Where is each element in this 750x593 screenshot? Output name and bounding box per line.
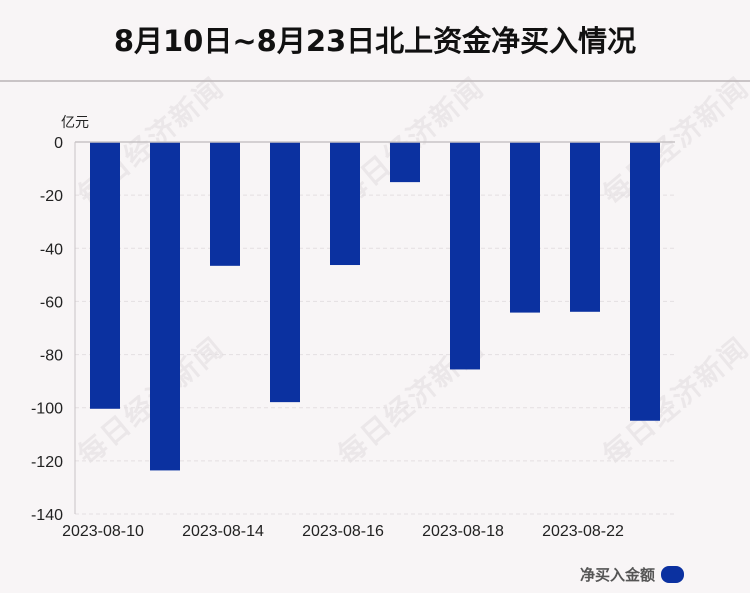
axes [74, 141, 675, 514]
bar-2023-08-14 [210, 142, 240, 266]
y-tick-label: -20 [40, 188, 63, 205]
y-tick-label: -80 [40, 348, 63, 365]
title-divider [0, 80, 750, 82]
bar-2023-08-17 [390, 142, 420, 183]
legend-label: 净买入金额 [579, 566, 655, 584]
bar-2023-08-15 [270, 142, 300, 403]
bars [90, 142, 660, 471]
y-tick-label: -60 [40, 294, 63, 311]
y-tick-label: -40 [40, 241, 63, 258]
x-tick-label: 2023-08-14 [182, 523, 264, 540]
y-tick-label: 0 [54, 135, 63, 152]
x-tick-label: 2023-08-10 [62, 523, 144, 540]
x-tick-label: 2023-08-18 [422, 523, 504, 540]
y-axis-unit: 亿元 [61, 115, 89, 131]
chart-title: 8月10日~8月23日北上资金净买入情况 [113, 24, 637, 58]
bar-2023-08-23 [630, 142, 660, 421]
y-tick-label: -100 [31, 401, 63, 418]
x-axis-ticks: 2023-08-10 2023-08-14 2023-08-16 2023-08-18… [62, 523, 624, 540]
legend: 净买入金额 [580, 564, 684, 585]
y-axis-ticks: 0 -20 -40 -60 -80 -100 -120 -140 [31, 135, 63, 524]
bar-2023-08-10 [90, 142, 120, 409]
x-tick-label: 2023-08-16 [302, 523, 384, 540]
x-tick-label: 2023-08-22 [542, 523, 624, 540]
bar-2023-08-11 [150, 142, 180, 471]
y-tick-label: -120 [31, 454, 63, 471]
legend-swatch [661, 566, 684, 583]
bar-2023-08-21 [510, 142, 540, 313]
bar-2023-08-16 [330, 142, 360, 266]
y-tick-label: -140 [31, 507, 63, 524]
bar-2023-08-22 [570, 142, 600, 312]
bar-2023-08-18 [450, 142, 480, 370]
